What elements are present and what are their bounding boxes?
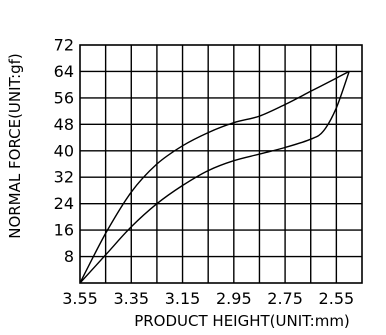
y-tick-label: 64	[54, 62, 74, 81]
plot-frame	[79, 44, 363, 284]
y-tick-label: 24	[54, 194, 74, 213]
plot-border	[79, 44, 363, 284]
y-tick-label: 48	[54, 115, 74, 134]
x-tick-label: 2.55	[319, 289, 355, 308]
x-tick-label: 3.15	[165, 289, 201, 308]
y-tick-labels: 8 16 24 32 40 48 56 64 72	[54, 36, 74, 267]
x-tick-label: 3.55	[62, 289, 98, 308]
series-line-2	[79, 70, 350, 284]
series-line-1	[79, 71, 350, 284]
y-axis-title: NORMAL FORCE(UNIT:gf)	[6, 53, 24, 239]
series-layer	[79, 70, 350, 284]
grid-lines	[80, 45, 362, 283]
y-tick-label: 32	[54, 168, 74, 187]
y-tick-label: 8	[64, 247, 74, 266]
y-tick-label: 72	[54, 36, 74, 55]
y-tick-label: 56	[54, 88, 74, 107]
x-tick-label: 2.95	[216, 289, 252, 308]
x-tick-label: 3.35	[113, 289, 149, 308]
x-axis-title: PRODUCT HEIGHT(UNIT:mm)	[134, 312, 350, 330]
x-tick-labels: 3.55 3.35 3.15 2.95 2.75 2.55	[62, 289, 354, 308]
x-tick-label: 2.75	[267, 289, 303, 308]
y-tick-label: 40	[54, 141, 74, 160]
y-tick-label: 16	[54, 221, 74, 240]
